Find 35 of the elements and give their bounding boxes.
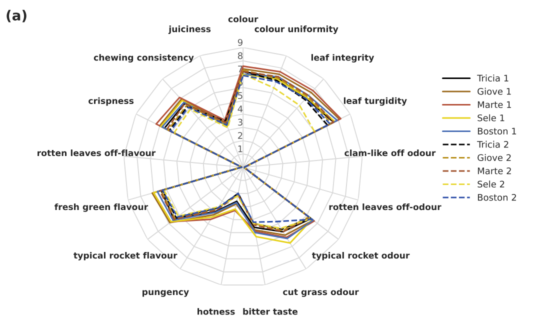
spoke-label: chewing consistency xyxy=(94,54,194,62)
spoke-label: typical rocket odour xyxy=(312,252,410,260)
legend-label: Boston 2 xyxy=(478,194,516,201)
legend-label: Marte 1 xyxy=(478,101,511,108)
spoke-label: crispness xyxy=(88,97,134,106)
spoke-label: cut grass odour xyxy=(283,288,359,297)
y-tick-label: 9 xyxy=(238,38,242,46)
legend-label: Giove 2 xyxy=(478,154,511,162)
spoke-label: fresh green flavour xyxy=(54,203,148,212)
legend-label: Giove 1 xyxy=(478,88,511,95)
legend-label: Tricia 1 xyxy=(477,74,508,82)
y-tick-label: 2 xyxy=(238,132,242,139)
y-tick-label: 3 xyxy=(238,118,242,126)
legend-label: Marte 2 xyxy=(478,167,511,174)
legend-label: Boston 1 xyxy=(478,128,516,135)
spoke-label: colour xyxy=(228,16,258,22)
chart-title: (a) xyxy=(6,10,26,22)
spoke-label: bitter taste xyxy=(243,308,298,315)
spoke-label: juiciness xyxy=(168,26,211,34)
y-tick-label: 1 xyxy=(238,146,242,152)
legend-label: Tricia 2 xyxy=(477,140,508,148)
spoke-label: rotten leaves off-odour xyxy=(329,203,442,210)
spoke-label: pungency xyxy=(142,290,189,297)
legend-label: Sele 2 xyxy=(478,180,504,188)
y-tick-label: 8 xyxy=(238,52,242,60)
spoke-label: typical rocket flavour xyxy=(74,252,178,260)
spoke-label: rotten leaves off-flavour xyxy=(38,150,156,156)
spoke-label: colour uniformity xyxy=(254,26,338,34)
y-tick-label: 5 xyxy=(238,92,242,100)
spoke-label: clam-like off odour xyxy=(344,150,436,156)
spoke-label: hotness xyxy=(198,308,235,315)
spoke-label: leaf integrity xyxy=(311,54,374,62)
y-tick-label: 4 xyxy=(238,106,243,112)
legend-label: Sele 1 xyxy=(478,114,504,122)
spoke-label: leaf turgidity xyxy=(344,97,407,106)
